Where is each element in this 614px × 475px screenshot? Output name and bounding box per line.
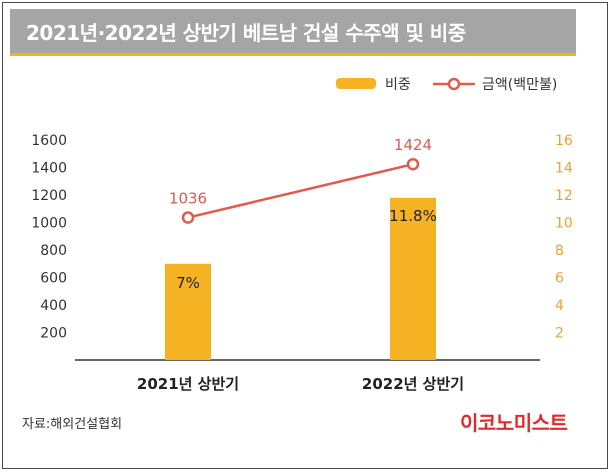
right-axis-tick-label: 14 (555, 161, 573, 177)
right-axis-tick-label: 8 (555, 243, 564, 259)
source-note: 자료:해외건설협회 (22, 417, 123, 432)
right-axis-tick-label: 6 (555, 271, 564, 287)
left-axis-tick-label: 600 (40, 271, 67, 287)
category-label: 2021년 상반기 (137, 375, 239, 393)
line-point (181, 211, 195, 224)
line-value-label: 1424 (394, 136, 432, 154)
left-axis-tick-label: 1000 (31, 216, 67, 232)
line-amount (187, 162, 414, 219)
left-axis-tick-label: 1600 (31, 133, 67, 149)
chart-frame (2, 2, 608, 469)
legend-line-marker (447, 77, 461, 91)
right-axis-tick-label: 4 (555, 298, 564, 314)
bar-value-label: 11.8% (389, 207, 437, 225)
line-point (406, 157, 420, 171)
legend-line-label: 금액(백만불) (482, 77, 557, 93)
bar-share (390, 197, 436, 360)
left-axis-tick-label: 1200 (31, 188, 67, 204)
title-bar: 2021년·2022년 상반기 베트남 건설 수주액 및 비중 (10, 9, 576, 56)
left-axis-tick-label: 200 (40, 326, 67, 342)
right-axis-tick-label: 12 (555, 188, 573, 204)
chart-title: 2021년·2022년 상반기 베트남 건설 수주액 및 비중 (26, 21, 466, 45)
bar-share (165, 263, 211, 360)
left-axis-tick-label: 1400 (31, 161, 67, 177)
brand-logo: 이코노미스트 (460, 411, 568, 435)
left-axis-tick-label: 400 (40, 298, 67, 314)
line-value-label: 1036 (169, 190, 207, 208)
legend-bar-swatch (336, 78, 376, 89)
left-axis-tick-label: 800 (40, 243, 67, 259)
legend-bar-label: 비중 (385, 77, 411, 93)
right-axis-tick-label: 2 (555, 326, 564, 342)
right-axis-tick-label: 10 (555, 216, 573, 232)
category-label: 2022년 상반기 (362, 375, 464, 393)
bar-value-label: 7% (176, 274, 200, 292)
right-axis-tick-label: 16 (555, 133, 573, 149)
